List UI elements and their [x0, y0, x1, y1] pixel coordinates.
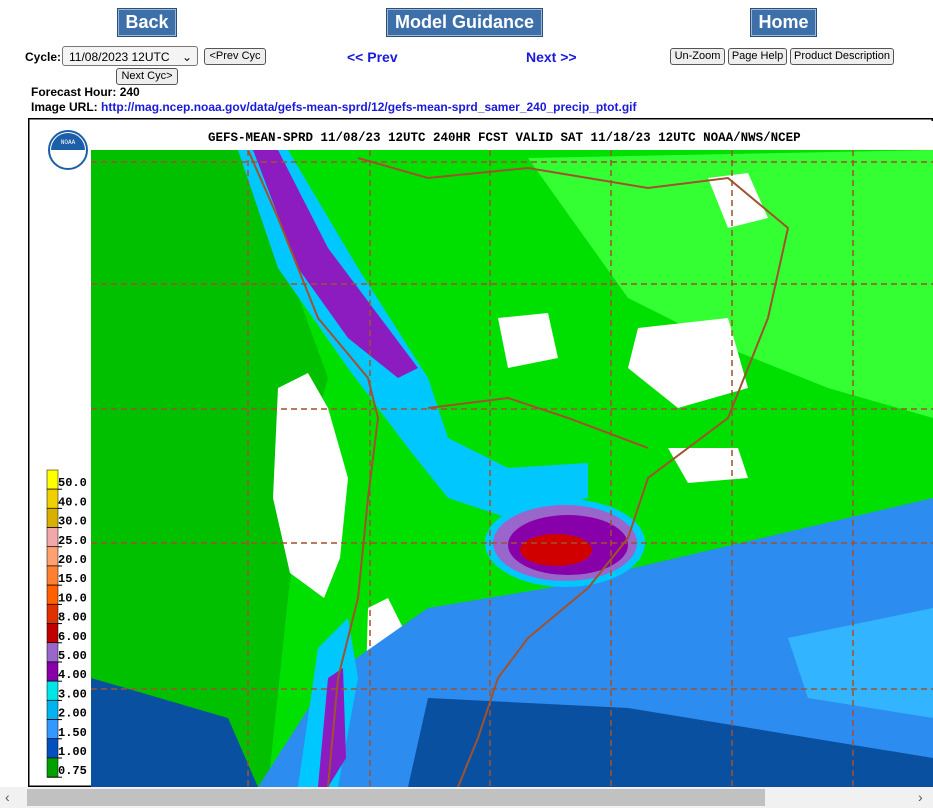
legend-swatch — [46, 642, 59, 663]
legend-label: 50.0 — [58, 476, 87, 490]
white-area — [273, 373, 348, 598]
model-guidance-button[interactable]: Model Guidance — [387, 9, 542, 36]
cycle-value: 11/08/2023 12UTC — [69, 50, 170, 64]
scrollbar-thumb[interactable] — [27, 789, 765, 806]
scroll-right-arrow[interactable]: › — [918, 789, 923, 805]
legend-swatch — [46, 488, 59, 509]
coastline — [247, 149, 790, 787]
next-link[interactable]: Next >> — [526, 49, 577, 65]
image-url: Image URL: http://mag.ncep.noaa.gov/data… — [31, 100, 637, 114]
noaa-logo-text: NOAA — [61, 139, 76, 146]
scroll-left-arrow[interactable]: ‹ — [5, 789, 10, 805]
legend-label: 5.00 — [58, 649, 87, 663]
legend-swatch — [46, 738, 59, 759]
title-band — [31, 121, 933, 150]
lat-lon-grid — [91, 150, 933, 787]
red-area — [520, 534, 592, 566]
legend-swatch — [46, 565, 59, 586]
forecast-hour-label: Forecast Hour: — [31, 85, 117, 99]
border — [427, 396, 649, 449]
blue-dark — [91, 678, 258, 787]
forecast-map: GEFS-MEAN-SPRD 11/08/23 12UTC 240HR FCST… — [28, 118, 933, 787]
unzoom-button[interactable]: Un-Zoom — [670, 48, 725, 65]
legend-label: 6.00 — [58, 630, 87, 644]
map-title: GEFS-MEAN-SPRD 11/08/23 12UTC 240HR FCST… — [208, 131, 801, 145]
legend-swatch — [46, 700, 59, 720]
legend-swatch — [46, 623, 59, 644]
cyan-band — [238, 150, 588, 518]
legend-swatch — [46, 469, 59, 490]
purple-band — [318, 668, 346, 787]
blue-lighter — [788, 608, 933, 718]
white-area — [668, 448, 748, 483]
legend-label: 4.00 — [58, 668, 87, 682]
legend-swatch — [46, 527, 59, 548]
green-dark — [91, 150, 328, 787]
image-url-label: Image URL: — [31, 100, 98, 114]
legend-swatch — [46, 719, 59, 740]
cycle-label: Cycle: — [25, 50, 62, 64]
horizontal-scrollbar[interactable]: ‹ › — [0, 787, 933, 808]
purple-band — [253, 150, 418, 378]
next-cycle-button[interactable]: Next Cyc> — [116, 68, 178, 85]
legend-label: 25.0 — [58, 534, 87, 548]
green-bright — [528, 150, 933, 418]
map-field — [91, 150, 933, 787]
legend-swatch — [46, 661, 59, 682]
page-help-button[interactable]: Page Help — [728, 48, 787, 65]
white-area — [498, 313, 558, 368]
blue-dark — [408, 698, 933, 787]
forecast-hour-value: 240 — [119, 85, 140, 99]
image-url-link[interactable]: http://mag.ncep.noaa.gov/data/gefs-mean-… — [101, 100, 637, 114]
legend-label: 10.0 — [58, 591, 87, 605]
legend-label: 1.00 — [58, 745, 87, 759]
legend-label: 8.00 — [58, 611, 87, 625]
noaa-logo-sky — [51, 133, 85, 150]
coastline-west — [247, 149, 380, 787]
legend-label: 0.75 — [58, 764, 87, 778]
legend-label: 40.0 — [58, 495, 87, 509]
back-button[interactable]: Back — [118, 9, 176, 36]
product-description-button[interactable]: Product Description — [790, 48, 894, 65]
legend-swatch — [46, 508, 59, 528]
legend-swatch — [46, 680, 59, 701]
legend-label: 3.00 — [58, 687, 87, 701]
cycle-select[interactable]: 11/08/2023 12UTC ⌄ — [62, 46, 198, 66]
white-area — [628, 318, 748, 408]
prev-link[interactable]: << Prev — [347, 49, 398, 65]
legend-swatch — [46, 757, 59, 778]
white-area — [708, 173, 768, 228]
forecast-hour: Forecast Hour: 240 — [31, 85, 140, 99]
legend-swatch — [46, 546, 59, 567]
legend-label: 20.0 — [58, 553, 87, 567]
legend-swatch — [46, 584, 59, 605]
legend-label: 2.00 — [58, 707, 87, 721]
coastline-east — [357, 157, 790, 787]
legend-swatch — [46, 604, 59, 624]
legend-label: 15.0 — [58, 572, 87, 586]
legend-label: 1.50 — [58, 726, 87, 740]
legend-label: 30.0 — [58, 515, 87, 529]
legend: 50.0 40.0 30.0 25.0 20.0 15.0 10.0 8.00 6.00 5.00… — [46, 469, 87, 778]
prev-cycle-button[interactable]: <Prev Cyc — [204, 48, 266, 65]
dropdown-arrow: ⌄ — [181, 50, 192, 64]
home-button[interactable]: Home — [751, 9, 816, 36]
